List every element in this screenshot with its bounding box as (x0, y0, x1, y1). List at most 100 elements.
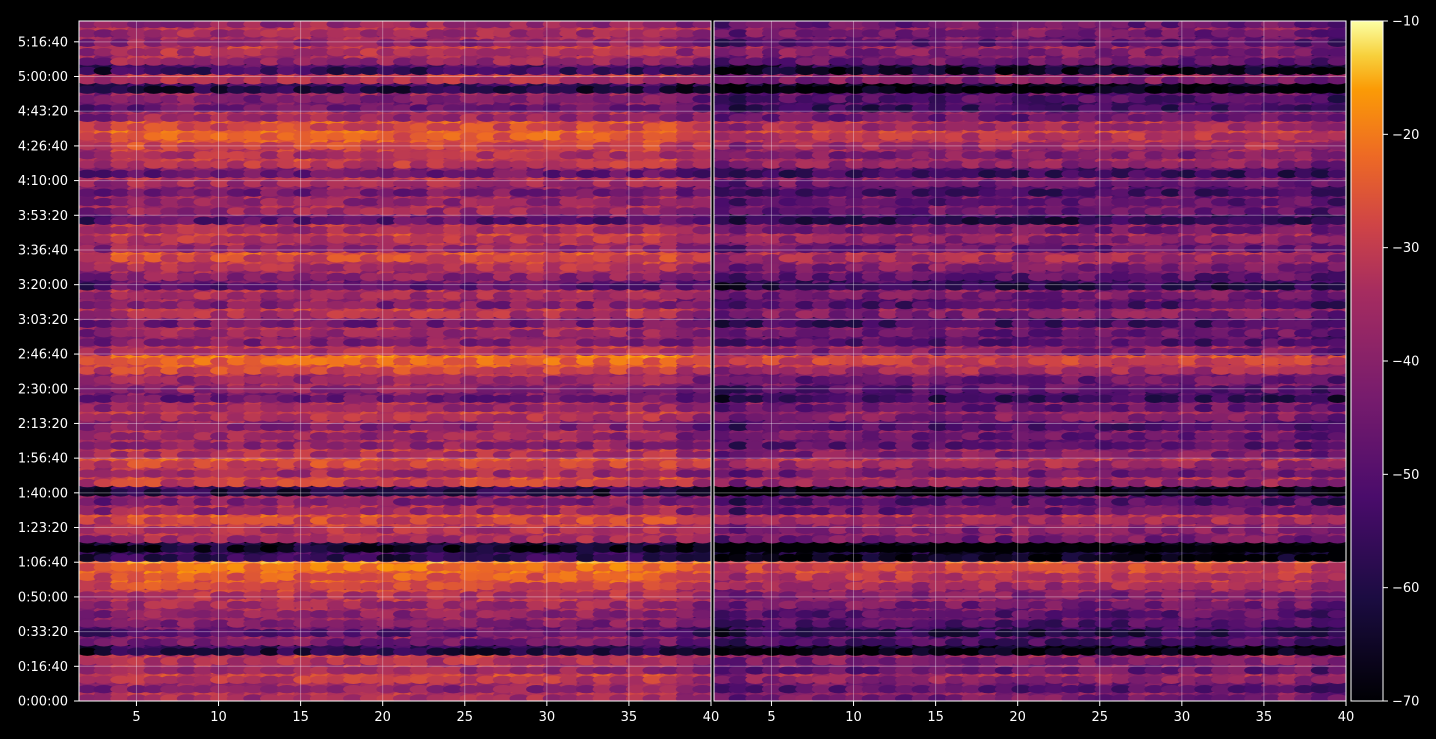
heatmap-cell (126, 535, 148, 544)
heatmap-cell (326, 694, 348, 701)
heatmap-cell (576, 666, 597, 675)
heatmap-cell (526, 610, 547, 619)
heatmap-cell (426, 675, 447, 684)
heatmap-cell (542, 563, 564, 572)
heatmap-cell (426, 535, 447, 544)
heatmap-cell (343, 675, 364, 684)
heatmap-cell (659, 666, 680, 675)
heatmap-cell (442, 685, 464, 694)
heatmap-cell (492, 507, 514, 516)
heatmap-cell (343, 610, 364, 619)
heatmap-cell (476, 581, 497, 591)
heatmap-cell (609, 610, 630, 619)
heatmap-cell (343, 563, 364, 572)
heatmap-cell (343, 619, 364, 628)
heatmap-cell (592, 507, 614, 516)
heatmap-cell (293, 591, 314, 600)
heatmap-cell (592, 638, 614, 647)
heatmap-cell (476, 516, 497, 525)
heatmap-cell (625, 516, 647, 525)
heatmap-cell (492, 619, 514, 628)
heatmap-cell (276, 572, 298, 581)
heatmap-cell (210, 685, 231, 694)
heatmap-cell (559, 525, 580, 535)
heatmap-cell (309, 656, 331, 666)
heatmap-cell (343, 572, 364, 581)
heatmap-cell (625, 553, 647, 563)
heatmap-cell (692, 413, 711, 422)
heatmap-cell (343, 581, 364, 591)
heatmap-cell (476, 675, 497, 684)
heatmap-cell (210, 638, 231, 647)
heatmap-cell (509, 619, 530, 628)
heatmap-cell (492, 581, 514, 591)
heatmap-cell (476, 563, 497, 572)
heatmap-cell (226, 535, 248, 544)
heatmap-cell (642, 675, 664, 684)
heatmap-cell (226, 647, 248, 656)
heatmap-cell (293, 563, 314, 572)
heatmap-cell (359, 581, 381, 591)
heatmap-cell (309, 553, 331, 563)
heatmap-cell (426, 694, 447, 701)
heatmap-cell (409, 647, 431, 656)
heatmap-cell (526, 685, 547, 694)
heatmap-cell (459, 581, 481, 591)
heatmap-cell (576, 619, 597, 628)
heatmap-cell (625, 581, 647, 591)
heatmap-cell (659, 656, 680, 666)
heatmap-cell (492, 610, 514, 619)
heatmap-cell (326, 535, 348, 544)
heatmap-cell (126, 600, 148, 610)
heatmap-cell (160, 544, 181, 553)
heatmap-cell (476, 694, 497, 701)
heatmap-cell (210, 507, 231, 516)
heatmap-cell (476, 656, 497, 666)
heatmap-cell (442, 638, 464, 647)
heatmap-cell (409, 563, 431, 572)
heatmap-cell (210, 600, 231, 610)
heatmap-cell (226, 610, 248, 619)
heatmap-cell (79, 628, 98, 638)
heatmap-cell (659, 516, 680, 525)
heatmap-cell (625, 544, 647, 553)
heatmap-cell (193, 694, 214, 701)
heatmap-cell (675, 516, 697, 525)
heatmap-cell (293, 581, 314, 591)
heatmap-cell (276, 610, 298, 619)
heatmap-cell (93, 666, 115, 675)
heatmap-cell (609, 591, 630, 600)
heatmap-cell (260, 647, 281, 656)
heatmap-cell (210, 666, 231, 675)
heatmap-cell (592, 610, 614, 619)
heatmap-cell (659, 544, 680, 553)
heatmap-cell (210, 544, 231, 553)
heatmap-cell (226, 563, 248, 572)
heatmap-cell (393, 666, 414, 675)
heatmap-cell (293, 619, 314, 628)
heatmap-cell (309, 563, 331, 572)
heatmap-cell (526, 507, 547, 516)
heatmap-cell (675, 553, 697, 563)
heatmap-cell (93, 656, 115, 666)
heatmap-cell (326, 544, 348, 553)
heatmap-cell (609, 507, 630, 516)
heatmap-cell (276, 656, 298, 666)
heatmap-cell (243, 610, 264, 619)
heatmap-cell (459, 666, 481, 675)
heatmap-cell (93, 581, 115, 591)
heatmap-cell (442, 591, 464, 600)
heatmap-cell (243, 619, 264, 628)
heatmap-cell (426, 656, 447, 666)
heatmap-cell (659, 572, 680, 581)
heatmap-cell (692, 385, 711, 394)
heatmap-cell (576, 553, 597, 563)
heatmap-cell (176, 638, 198, 647)
heatmap-cell (692, 638, 711, 647)
heatmap-cell (509, 563, 530, 572)
heatmap-cell (509, 638, 530, 647)
heatmap-cell (692, 591, 711, 600)
heatmap-cell (176, 628, 198, 638)
heatmap-cell (426, 591, 447, 600)
heatmap-cell (226, 516, 248, 525)
